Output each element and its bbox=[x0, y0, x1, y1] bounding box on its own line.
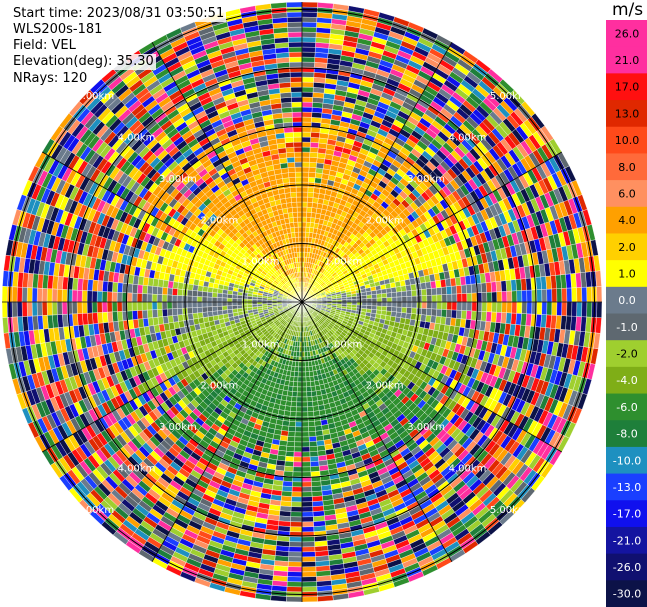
start-time-label: Start time: 2023/08/31 03:50:51 bbox=[11, 6, 227, 22]
colorbar-swatch bbox=[606, 393, 647, 421]
azimuth-spoke bbox=[151, 41, 303, 303]
colorbar-tick-label: 4.0 bbox=[618, 214, 636, 227]
range-label: 5.00km bbox=[490, 91, 528, 102]
azimuth-spoke bbox=[41, 151, 303, 303]
colorbar-swatch bbox=[606, 153, 647, 181]
range-label: 2.00km bbox=[366, 381, 404, 392]
colorbar-tick-label: -6.0 bbox=[616, 401, 637, 414]
field-label: Field: VEL bbox=[11, 38, 78, 54]
velocity-bins bbox=[1, 1, 603, 603]
range-label: 4.00km bbox=[449, 464, 487, 475]
range-label: 2.00km bbox=[200, 215, 238, 226]
range-label: 5.00km bbox=[76, 505, 114, 516]
colorbar-tick-label: 2.0 bbox=[618, 241, 636, 254]
range-label: 4.00km bbox=[118, 464, 156, 475]
azimuth-spoke bbox=[301, 301, 453, 562]
colorbar-tick-label: -21.0 bbox=[613, 534, 641, 547]
colorbar-swatch bbox=[606, 500, 647, 528]
range-label: 5.00km bbox=[490, 505, 528, 516]
colorbar-tick-label: 21.0 bbox=[615, 54, 640, 67]
colorbar-swatch bbox=[606, 553, 647, 581]
colorbar-tick-label: -2.0 bbox=[616, 348, 637, 361]
colorbar-tick-label: -13.0 bbox=[613, 481, 641, 494]
colorbar-tick-label: -4.0 bbox=[616, 374, 637, 387]
elevation-label: Elevation(deg): 35.30 bbox=[11, 54, 156, 70]
colorbar-swatch bbox=[606, 420, 647, 448]
colorbar-tick-label: -8.0 bbox=[616, 428, 637, 441]
colorbar-swatch bbox=[606, 526, 647, 555]
range-label: 2.00km bbox=[366, 215, 404, 226]
range-label: 4.00km bbox=[118, 133, 156, 144]
colorbar-tick-label: 13.0 bbox=[615, 107, 640, 120]
instrument-label: WLS200s-181 bbox=[11, 22, 105, 38]
range-label: 1.00km bbox=[324, 339, 362, 350]
colorbar-swatch bbox=[606, 446, 647, 475]
colorbar-swatch bbox=[606, 473, 647, 501]
range-label: 5.00km bbox=[76, 91, 114, 102]
colorbar-tick-label: 6.0 bbox=[618, 187, 636, 200]
range-label: 3.00km bbox=[159, 174, 197, 185]
colorbar-swatch bbox=[606, 180, 647, 208]
colorbar-swatch bbox=[606, 260, 647, 288]
range-label: 4.00km bbox=[449, 133, 487, 144]
colorbar-tick-label: 10.0 bbox=[615, 134, 640, 147]
range-label: 2.00km bbox=[200, 381, 238, 392]
colorbar-swatch bbox=[606, 340, 647, 368]
azimuth-spoke bbox=[151, 301, 303, 562]
colorbar-swatch bbox=[606, 126, 647, 155]
nrays-label: NRays: 120 bbox=[11, 71, 90, 87]
colorbar-swatch bbox=[606, 313, 647, 341]
azimuth-spokes bbox=[2, 2, 602, 602]
range-label: 3.00km bbox=[159, 422, 197, 433]
colorbar-swatch bbox=[606, 580, 647, 607]
range-label: 1.00km bbox=[242, 257, 280, 268]
colorbar-tick-label: 0.0 bbox=[618, 294, 636, 307]
colorbar-swatch bbox=[606, 286, 647, 315]
range-label: 3.00km bbox=[407, 422, 445, 433]
azimuth-spoke bbox=[41, 301, 303, 453]
colorbar-tick-label: 26.0 bbox=[615, 27, 640, 40]
colorbar-tick-label: -30.0 bbox=[613, 588, 641, 601]
colorbar-swatch bbox=[606, 206, 647, 235]
colorbar-unit: m/s bbox=[612, 0, 644, 20]
colorbar-tick-label: -10.0 bbox=[613, 454, 641, 467]
colorbar-tick-label: -17.0 bbox=[613, 508, 641, 521]
colorbar-tick-label: 1.0 bbox=[618, 267, 636, 280]
azimuth-spoke bbox=[301, 41, 453, 303]
colorbar-swatch bbox=[606, 20, 647, 48]
colorbar-swatch bbox=[606, 73, 647, 101]
colorbar-tick-label: 17.0 bbox=[615, 81, 640, 94]
colorbar-swatch bbox=[606, 366, 647, 395]
colorbar-swatch bbox=[606, 100, 647, 128]
range-labels: 1.00km 2.00km 3.00km 4.00km 5.00km 1.00km 2.00… bbox=[76, 91, 527, 516]
range-label: 1.00km bbox=[242, 339, 280, 350]
colorbar-tick-label: 8.0 bbox=[618, 161, 636, 174]
range-label: 3.00km bbox=[407, 174, 445, 185]
azimuth-spoke bbox=[301, 151, 562, 303]
colorbar-tick-label: -26.0 bbox=[613, 561, 641, 574]
range-label: 1.00km bbox=[324, 257, 362, 268]
velocity-colorbar: 26.0 21.0 17.0 13.0 10.0 8.0 6.0 4.0 2.0 1.0 0.0 -1… bbox=[606, 20, 647, 607]
colorbar-swatch bbox=[606, 233, 647, 261]
colorbar-tick-label: -1.0 bbox=[616, 321, 637, 334]
colorbar-swatch bbox=[606, 46, 647, 74]
azimuth-spoke bbox=[301, 301, 562, 453]
